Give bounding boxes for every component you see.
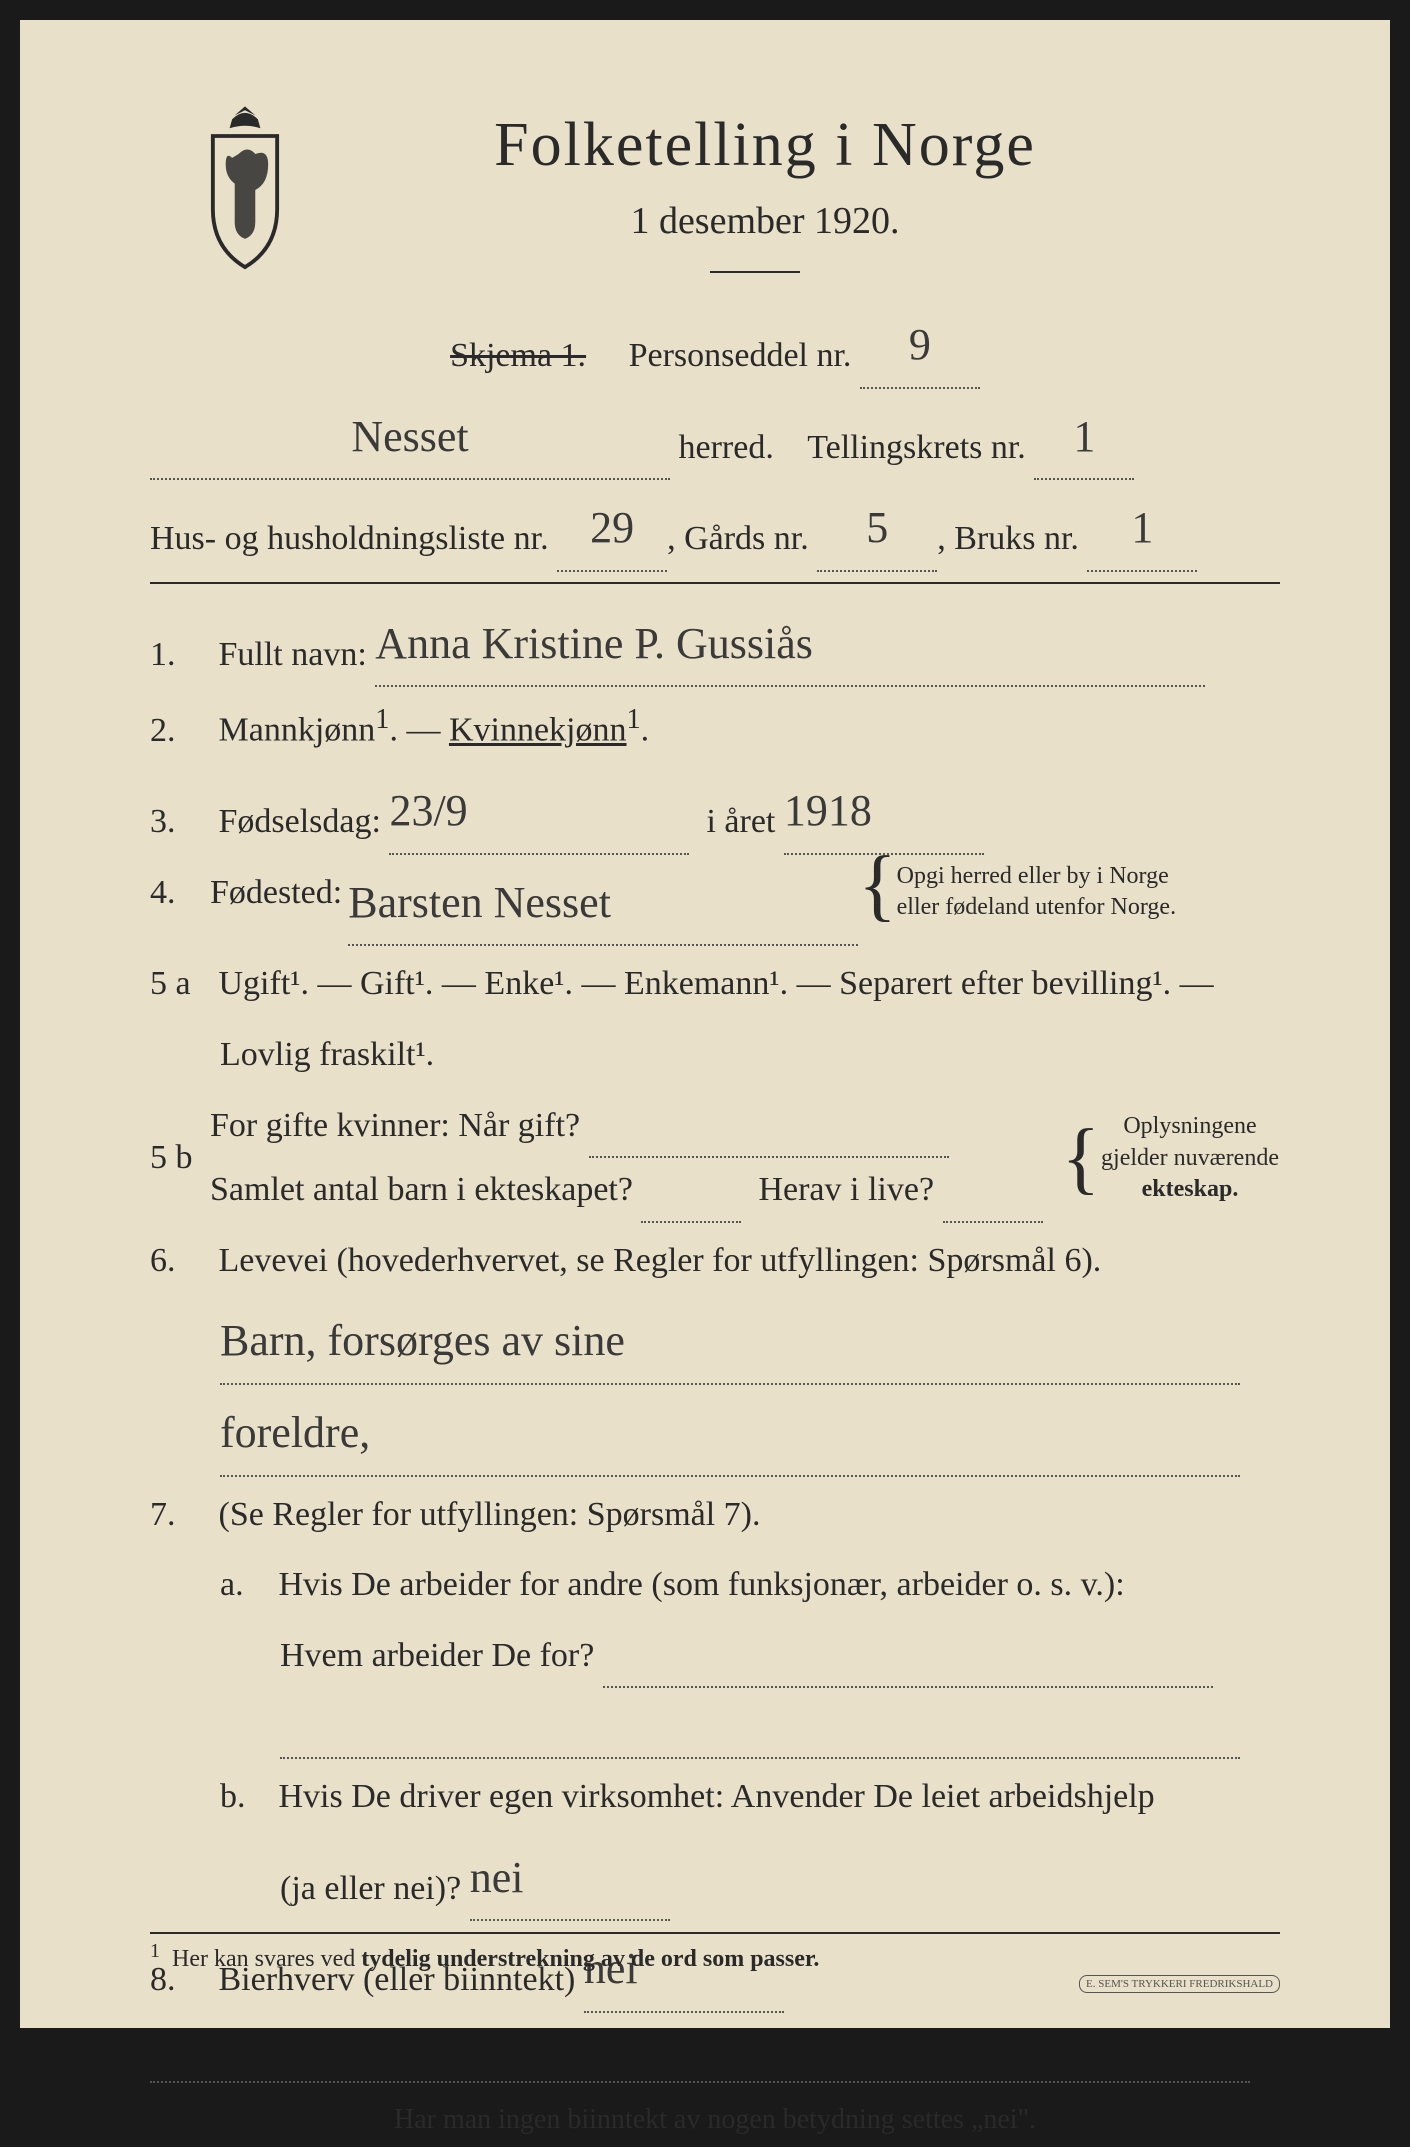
q5a-line2: Lovlig fraskilt¹. bbox=[220, 1023, 1280, 1088]
q3-year: 1918 bbox=[784, 786, 872, 835]
herred-value: Nesset bbox=[351, 412, 468, 461]
q7a-text2: Hvem arbeider De for? bbox=[280, 1637, 594, 1674]
q7b-value: nei bbox=[470, 1853, 524, 1902]
skjema-label: Skjema 1. bbox=[450, 337, 586, 374]
q7b-line: b. Hvis De driver egen virksomhet: Anven… bbox=[220, 1765, 1280, 1830]
q7-line: 7. (Se Regler for utfyllingen: Spørsmål … bbox=[150, 1483, 1280, 1548]
q5b-line: 5 b For gifte kvinner: Når gift? Samlet … bbox=[150, 1094, 1280, 1223]
q2-kvinne: Kvinnekjønn bbox=[449, 712, 627, 749]
q7a-line2: Hvem arbeider De for? bbox=[280, 1624, 1280, 1689]
q2-line: 2. Mannkjønn1. — Kvinnekjønn1. bbox=[150, 693, 1280, 763]
q7a-label: a. bbox=[220, 1553, 270, 1618]
q5b-l2a: Samlet antal barn i ekteskapet? bbox=[210, 1171, 633, 1208]
q2-dash: — bbox=[406, 712, 449, 749]
q7b-label: b. bbox=[220, 1765, 270, 1830]
tellingskrets-label: Tellingskrets nr. bbox=[807, 429, 1026, 466]
q6-value1: Barn, forsørges av sine bbox=[220, 1316, 625, 1365]
q7a-text1: Hvis De arbeider for andre (som funksjon… bbox=[279, 1566, 1125, 1603]
section-divider bbox=[150, 582, 1280, 584]
q2-num: 2. bbox=[150, 699, 210, 764]
form-title: Folketelling i Norge bbox=[250, 110, 1280, 181]
q5b-note: Oplysningene gjelder nuværende ekteskap. bbox=[1100, 1111, 1280, 1205]
q7a-blankline bbox=[280, 1694, 1280, 1759]
herred-line: Nesset herred. Tellingskrets nr. 1 bbox=[150, 395, 1280, 481]
q7b-text1: Hvis De driver egen virksomhet: Anvender… bbox=[279, 1778, 1155, 1815]
q3-num: 3. bbox=[150, 790, 210, 855]
q4-label: Fødested: bbox=[210, 861, 342, 926]
q3-line: 3. Fødselsdag: 23/9 i året 1918 bbox=[150, 769, 1280, 855]
q5a-num: 5 a bbox=[150, 952, 210, 1017]
brace-icon: { bbox=[1062, 1134, 1100, 1182]
q3-day: 23/9 bbox=[389, 786, 467, 835]
q1-label: Fullt navn: bbox=[219, 636, 367, 673]
q5a-text2: Lovlig fraskilt¹. bbox=[220, 1036, 434, 1073]
q5b-l1a: For gifte kvinner: Når gift? bbox=[210, 1107, 580, 1144]
q7a-line: a. Hvis De arbeider for andre (som funks… bbox=[220, 1553, 1280, 1618]
q1-value: Anna Kristine P. Gussiås bbox=[375, 619, 813, 668]
q7b-text2: (ja eller nei)? bbox=[280, 1870, 461, 1907]
census-form-page: Folketelling i Norge 1 desember 1920. Sk… bbox=[0, 0, 1410, 2048]
tellingskrets-nr: 1 bbox=[1073, 412, 1095, 461]
q3-label: Fødselsdag: bbox=[219, 803, 381, 840]
q3-mid: i året bbox=[706, 803, 775, 840]
q6-value2: foreldre, bbox=[220, 1408, 370, 1457]
bruks-nr: 1 bbox=[1131, 503, 1153, 552]
q5a-line: 5 a Ugift¹. — Gift¹. — Enke¹. — Enkemann… bbox=[150, 952, 1280, 1017]
form-header: Folketelling i Norge 1 desember 1920. bbox=[150, 110, 1280, 273]
q8-blankline bbox=[150, 2019, 1280, 2084]
hint-line: Har man ingen biinntekt av nogen betydni… bbox=[150, 2093, 1280, 2146]
personseddel-nr: 9 bbox=[909, 320, 931, 369]
q5a-text: Ugift¹. — Gift¹. — Enke¹. — Enkemann¹. —… bbox=[219, 965, 1214, 1002]
q4-num: 4. bbox=[150, 861, 210, 926]
husliste-nr: 29 bbox=[590, 503, 634, 552]
gards-nr: 5 bbox=[866, 503, 888, 552]
q2-sup1: 1 bbox=[375, 704, 389, 735]
q7-label: (Se Regler for utfyllingen: Spørsmål 7). bbox=[219, 1496, 761, 1533]
gards-label: Gårds nr. bbox=[684, 520, 809, 557]
q4-note: Opgi herred eller by i Norge eller fødel… bbox=[897, 861, 1176, 923]
q7b-line2: (ja eller nei)? nei bbox=[280, 1836, 1280, 1922]
husliste-label: Hus- og husholdningsliste nr. bbox=[150, 520, 549, 557]
q4-line: 4. Fødested: Barsten Nesset { Opgi herre… bbox=[150, 861, 1280, 947]
q6-value-line1: Barn, forsørges av sine bbox=[220, 1299, 1280, 1385]
personseddel-label: Personseddel nr. bbox=[629, 337, 852, 374]
q2-mann: Mannkjønn bbox=[219, 712, 376, 749]
herred-label: herred. bbox=[679, 429, 774, 466]
q7-num: 7. bbox=[150, 1483, 210, 1548]
q4-value: Barsten Nesset bbox=[348, 878, 611, 927]
form-date: 1 desember 1920. bbox=[250, 199, 1280, 243]
q6-line: 6. Levevei (hovederhvervet, se Regler fo… bbox=[150, 1229, 1280, 1294]
footnote: 1 Her kan svares ved tydelig understrekn… bbox=[150, 1940, 1280, 1973]
q6-num: 6. bbox=[150, 1229, 210, 1294]
q1-line: 1. Fullt navn: Anna Kristine P. Gussiås bbox=[150, 602, 1280, 688]
q5b-l2b: Herav i live? bbox=[758, 1171, 934, 1208]
coat-of-arms-icon bbox=[180, 100, 310, 280]
printer-stamp: E. SEM'S TRYKKERI FREDRIKSHALD bbox=[1079, 1975, 1280, 1993]
form-footer: 1 Her kan svares ved tydelig understrekn… bbox=[150, 1922, 1280, 1973]
q6-label: Levevei (hovederhvervet, se Regler for u… bbox=[219, 1242, 1102, 1279]
q5b-num: 5 b bbox=[150, 1126, 210, 1191]
brace-icon: { bbox=[858, 861, 896, 909]
q2-sup2: 1 bbox=[627, 704, 641, 735]
q1-num: 1. bbox=[150, 623, 210, 688]
husliste-line: Hus- og husholdningsliste nr. 29, Gårds … bbox=[150, 486, 1280, 572]
skjema-line: Skjema 1. Personseddel nr. 9 bbox=[150, 303, 1280, 389]
title-divider bbox=[710, 271, 800, 273]
footnote-divider bbox=[150, 1932, 1280, 1934]
q6-value-line2: foreldre, bbox=[220, 1391, 1280, 1477]
bruks-label: Bruks nr. bbox=[954, 520, 1079, 557]
